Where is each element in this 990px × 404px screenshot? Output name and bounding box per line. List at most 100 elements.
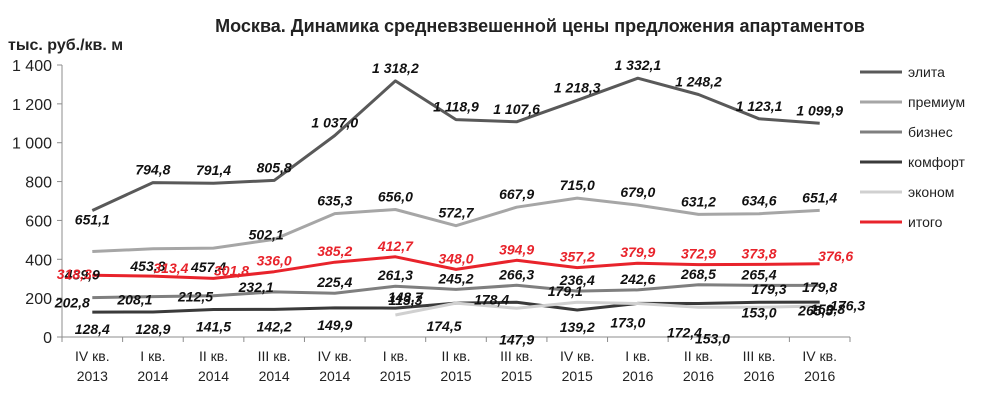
data-label: 266,3	[498, 266, 534, 282]
data-label: 265,4	[741, 266, 777, 282]
data-label: 236,4	[559, 272, 595, 288]
data-label: 457,4	[190, 259, 226, 275]
series-line-1	[92, 196, 820, 253]
data-label: 572,7	[438, 205, 474, 221]
data-label: 232,1	[238, 279, 274, 295]
data-label: 173,0	[610, 314, 645, 330]
data-label: 318,3	[57, 266, 92, 282]
data-label: 1 332,1	[614, 57, 661, 73]
data-label: 147,9	[499, 331, 534, 347]
data-label: 656,0	[378, 189, 413, 205]
y-axis-label: тыс. руб./кв. м	[8, 37, 123, 54]
data-label: 202,8	[54, 295, 90, 311]
x-tick-label: III кв. 2014	[258, 348, 291, 384]
data-label: 631,2	[681, 193, 716, 209]
y-tick-label: 200	[25, 291, 52, 308]
data-label: 1 037,0	[311, 115, 358, 131]
data-label: 179,3	[752, 281, 787, 297]
data-label: 113,3	[388, 292, 422, 308]
data-label: 179,8	[802, 279, 837, 295]
legend-label: элита	[908, 64, 945, 80]
data-label: 394,9	[499, 241, 534, 257]
legend-label: эконом	[908, 184, 954, 200]
data-label: 174,5	[426, 318, 461, 334]
data-label: 635,3	[317, 193, 352, 209]
y-tick-label: 1 200	[12, 97, 52, 114]
data-label: 651,1	[75, 212, 110, 228]
y-tick-label: 800	[25, 175, 52, 192]
x-tick-label: IV кв. 2015	[560, 348, 595, 384]
data-label: 794,8	[135, 162, 170, 178]
data-label: 651,4	[802, 189, 837, 205]
data-label: 242,6	[619, 271, 655, 287]
data-label: 791,4	[196, 162, 231, 178]
legend-label: итого	[908, 214, 943, 230]
data-label: 268,5	[680, 266, 716, 282]
x-tick-label: III кв. 2015	[500, 348, 533, 384]
data-label: 149,9	[317, 317, 352, 333]
data-label: 128,9	[135, 321, 170, 337]
data-label: 1 107,6	[493, 101, 540, 117]
data-label: 176,3	[830, 298, 865, 314]
series-line-5	[92, 255, 820, 280]
data-label: 128,4	[75, 321, 110, 337]
data-label: 348,0	[438, 250, 473, 266]
x-tick-label: IV кв. 2013	[75, 348, 110, 384]
data-label: 265,5	[797, 302, 833, 318]
data-label: 715,0	[560, 177, 595, 193]
data-label: 453,8	[129, 258, 165, 274]
data-label: 634,6	[742, 193, 777, 209]
data-label: 679,0	[620, 184, 655, 200]
series-line-0	[91, 76, 820, 212]
data-label: 805,8	[257, 159, 292, 175]
x-tick-label: I кв. 2015	[380, 348, 411, 384]
x-axis: IV кв. 2013 I кв. 2014 II кв. 2014 III кв. 2014…	[61, 336, 851, 384]
series-lines	[91, 76, 820, 317]
data-label: 153,0	[742, 304, 777, 320]
data-label: 159,8	[810, 301, 845, 317]
x-tick-label: I кв. 2016	[622, 348, 653, 384]
legend-label: комфорт	[908, 154, 965, 170]
data-label: 373,8	[742, 245, 777, 261]
x-tick-label: I кв. 2014	[137, 348, 168, 384]
data-label: 385,2	[317, 243, 352, 259]
legend: элита премиум бизнес комфорт эконом итого	[860, 64, 965, 230]
x-tick-label: II кв. 2016	[683, 348, 714, 384]
x-tick-label: IV кв. 2016	[802, 348, 837, 384]
series-line-4	[395, 300, 820, 317]
y-axis: 0 200 400 600 800 1 000 1 200 1 400	[12, 58, 63, 347]
data-label: 212,5	[177, 289, 213, 305]
data-label: 372,9	[681, 246, 716, 262]
legend-label: премиум	[908, 94, 965, 110]
legend-label: бизнес	[908, 124, 953, 140]
data-label: 178,4	[474, 291, 509, 307]
y-tick-label: 1 000	[12, 136, 52, 153]
data-label: 245,2	[437, 270, 473, 286]
data-label: 667,9	[499, 186, 534, 202]
data-labels: 651,1 794,8 791,4 805,8 1 037,0 1 318,2 1 118,…	[54, 57, 866, 347]
data-label: 141,5	[196, 319, 231, 335]
data-label: 357,2	[560, 249, 595, 265]
data-label: 153,0	[695, 330, 730, 346]
chart-title: Москва. Динамика средневзвешенной цены п…	[215, 16, 865, 36]
y-tick-label: 400	[25, 252, 52, 269]
data-label: 261,3	[377, 267, 413, 283]
data-label: 1 118,9	[433, 99, 479, 115]
data-label: 313,4	[153, 260, 188, 276]
x-tick-label: III кв. 2016	[743, 348, 776, 384]
y-tick-label: 600	[25, 213, 52, 230]
series-line-2	[92, 283, 820, 300]
data-label: 301,8	[214, 262, 249, 278]
data-label: 208,1	[116, 292, 152, 308]
data-label: 336,0	[257, 253, 292, 269]
data-label: 439,9	[64, 267, 100, 283]
x-tick-label: IV кв. 2014	[317, 348, 352, 384]
data-label: 1 218,3	[554, 79, 601, 95]
data-label: 1 099,9	[796, 102, 843, 118]
data-label: 376,6	[818, 248, 853, 264]
data-label: 179,1	[548, 283, 583, 299]
data-label: 1 318,2	[372, 60, 419, 76]
x-tick-label: II кв. 2014	[198, 348, 229, 384]
data-label: 1 248,2	[675, 73, 722, 89]
data-label: 225,4	[316, 274, 352, 290]
